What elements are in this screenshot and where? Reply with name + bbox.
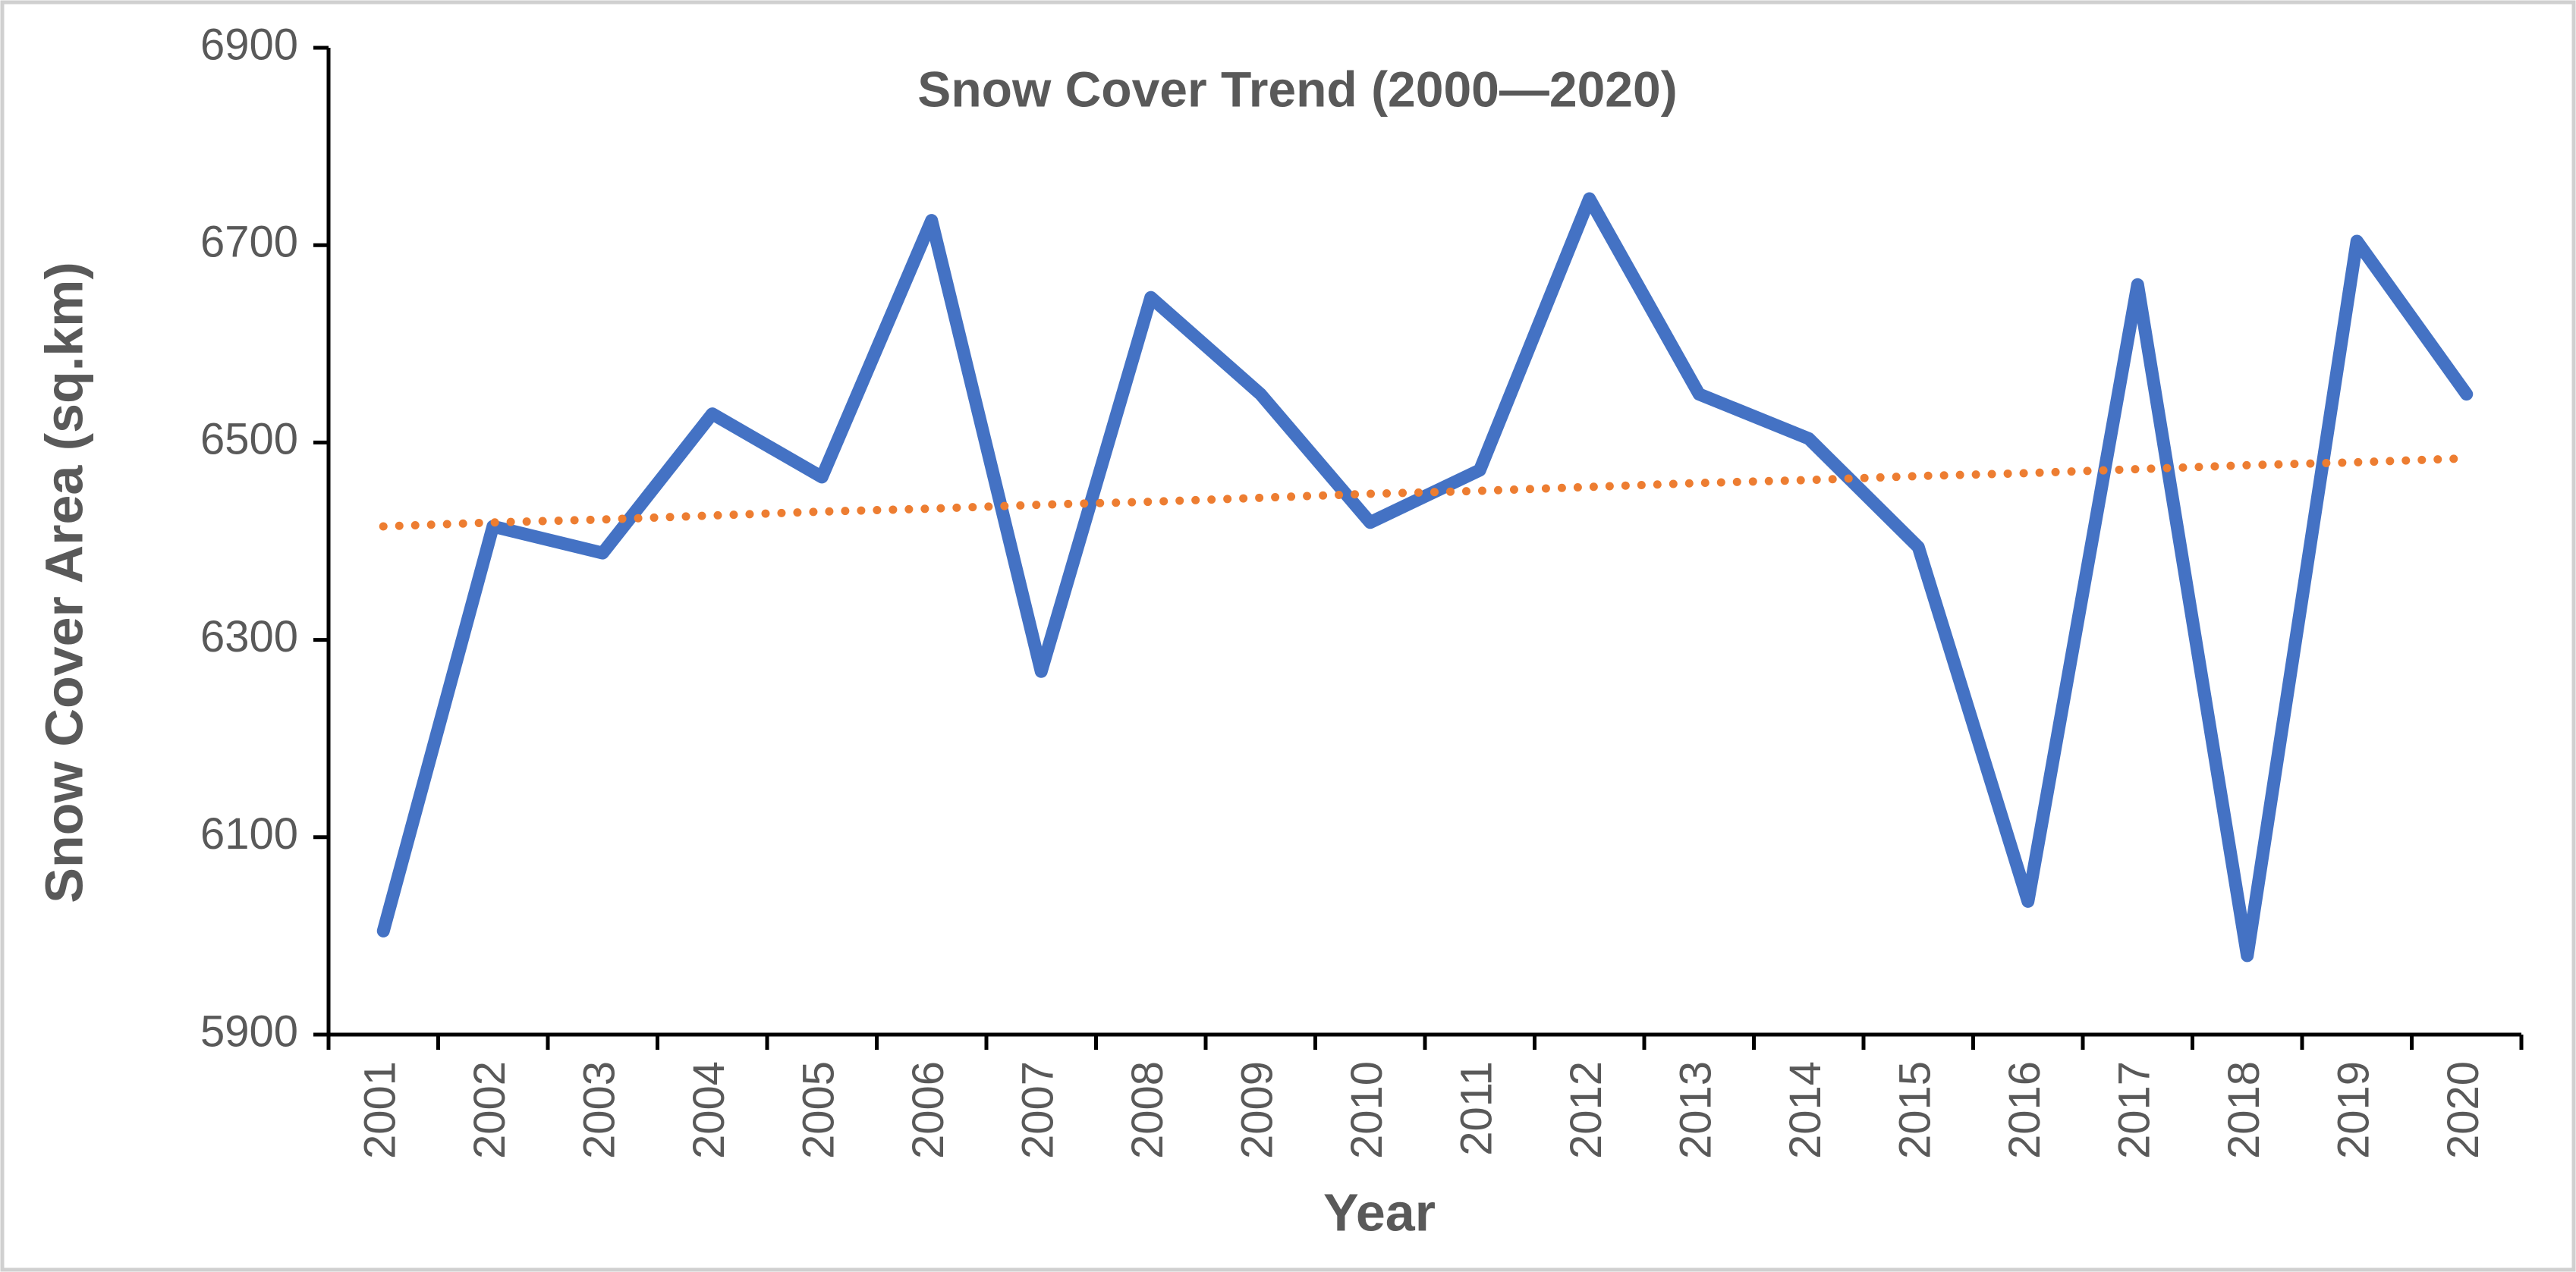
x-axis-label: Year <box>1323 1182 1436 1242</box>
x-tick-label: 2006 <box>904 1061 953 1159</box>
y-tick-label: 5900 <box>200 1007 298 1056</box>
x-tick-label: 2015 <box>1891 1061 1940 1159</box>
chart-title: Snow Cover Trend (2000—2020) <box>917 61 1677 117</box>
x-tick-label: 2018 <box>2219 1061 2269 1159</box>
x-tick-label: 2020 <box>2439 1061 2488 1159</box>
y-tick-label: 6500 <box>200 415 298 464</box>
x-tick-label: 2010 <box>1342 1061 1392 1159</box>
x-tick-label: 2013 <box>1672 1061 1721 1159</box>
x-tick-label: 2001 <box>356 1061 405 1159</box>
x-tick-label: 2011 <box>1452 1061 1502 1156</box>
x-tick-label: 2009 <box>1233 1061 1282 1159</box>
trend-line <box>379 454 2471 531</box>
x-tick-label: 2008 <box>1123 1061 1172 1159</box>
y-axis-label: Snow Cover Area (sq.km) <box>34 262 93 903</box>
x-tick-label: 2019 <box>2329 1061 2379 1159</box>
x-tick-label: 2014 <box>1781 1061 1830 1159</box>
y-tick-label: 6300 <box>200 612 298 661</box>
x-tick-label: 2016 <box>2000 1061 2049 1159</box>
y-tick-label: 6900 <box>200 20 298 69</box>
x-tick-label: 2002 <box>465 1061 514 1159</box>
y-tick-label: 6700 <box>200 218 298 267</box>
x-tick-label: 2005 <box>794 1061 844 1159</box>
x-tick-label: 2007 <box>1014 1061 1063 1159</box>
x-tick-label: 2012 <box>1562 1061 1611 1159</box>
x-tick-label: 2003 <box>575 1061 624 1159</box>
y-tick-label: 6100 <box>200 809 298 859</box>
x-tick-label: 2017 <box>2110 1061 2159 1159</box>
data-line <box>376 192 2474 963</box>
x-tick-label: 2004 <box>684 1061 734 1159</box>
